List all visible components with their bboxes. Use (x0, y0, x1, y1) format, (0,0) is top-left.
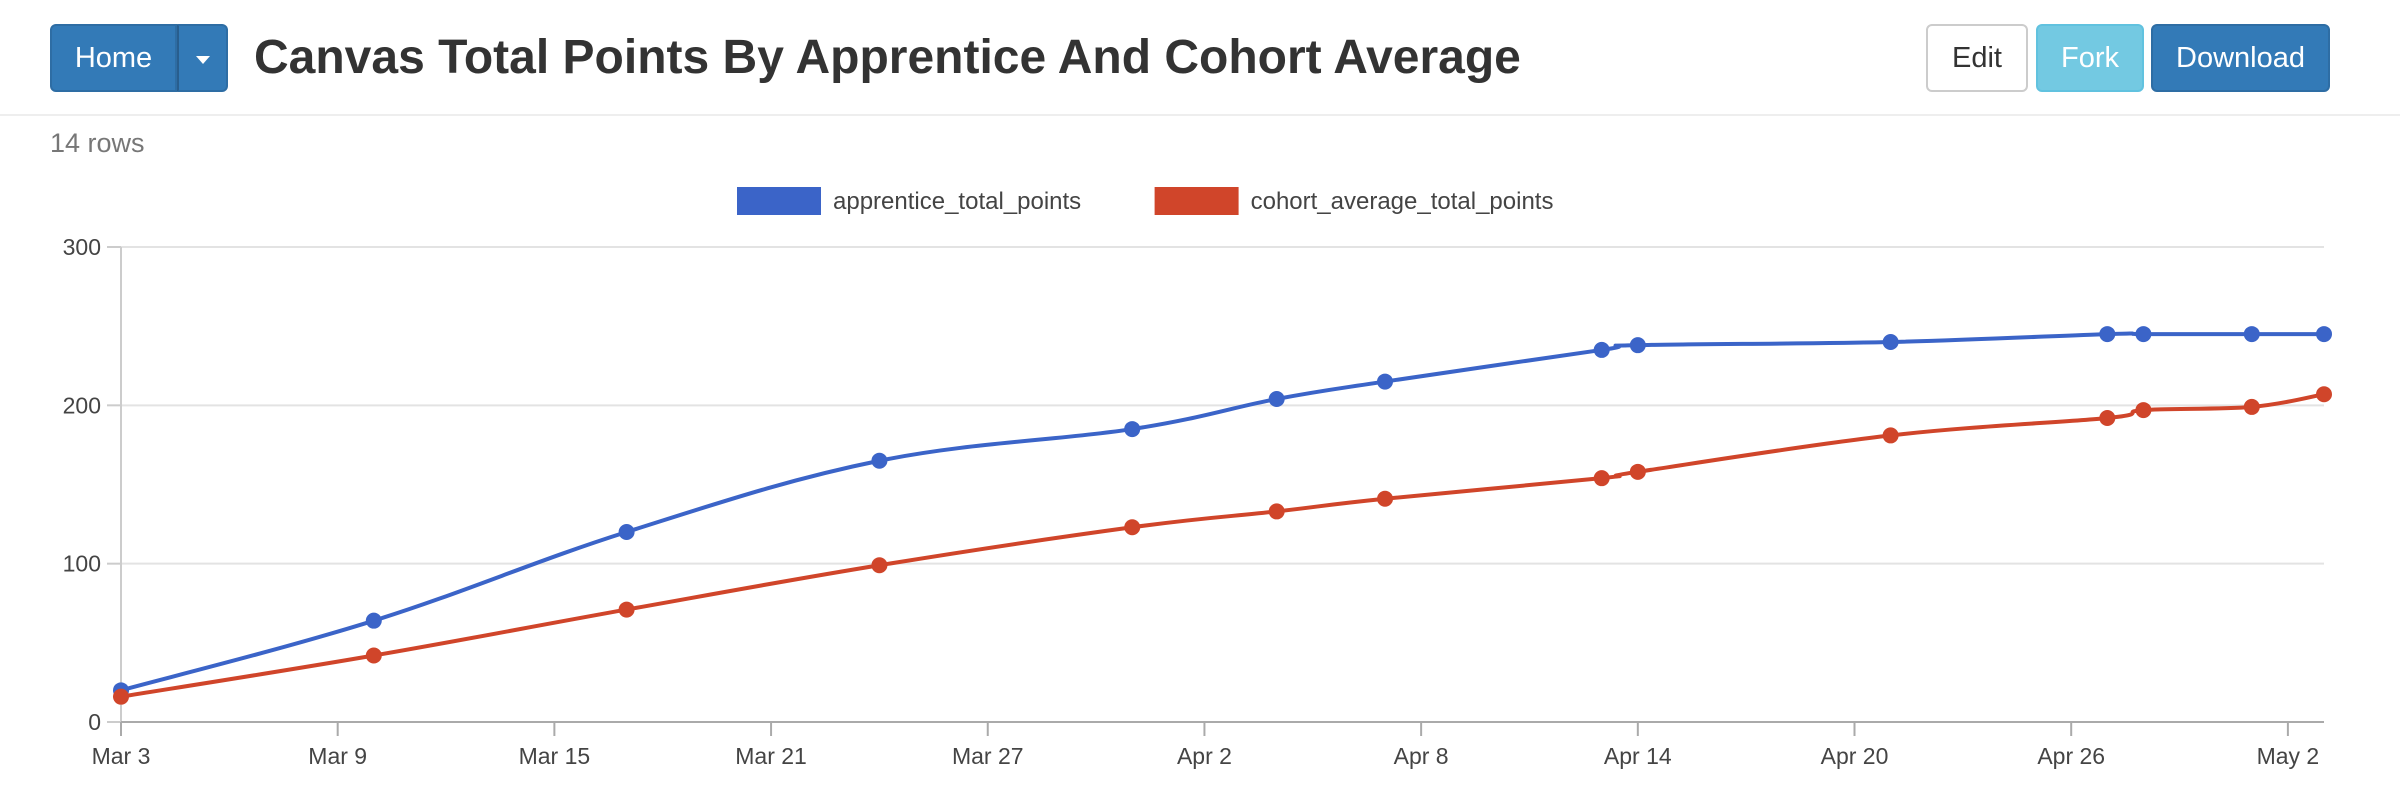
x-tick-label: Mar 27 (952, 743, 1024, 769)
data-point-cohort-average-total-points[interactable] (1593, 470, 1610, 487)
fork-button[interactable]: Fork (2036, 24, 2144, 92)
grid-lines (121, 246, 2324, 565)
data-point-cohort-average-total-points[interactable] (1882, 427, 1899, 444)
home-dropdown-toggle[interactable] (177, 24, 228, 92)
data-point-apprentice-total-points[interactable] (1124, 421, 1141, 438)
x-tick-label: Apr 8 (1394, 743, 1449, 769)
x-tick-label: Apr 26 (2037, 743, 2105, 769)
x-tick-label: May 2 (2257, 743, 2320, 769)
data-point-apprentice-total-points[interactable] (2243, 326, 2260, 343)
data-point-cohort-average-total-points[interactable] (2099, 410, 2116, 426)
data-point-apprentice-total-points[interactable] (1882, 334, 1899, 350)
data-point-cohort-average-total-points[interactable] (2135, 402, 2152, 419)
axes: 0 100 200 300 Mar 3 Mar 9 Mar 15 Mar 21 Mar 27 Ap… (63, 234, 2324, 769)
x-tick-label: Apr 14 (1604, 743, 1672, 769)
data-point-cohort-average-total-points[interactable] (113, 688, 129, 705)
data-point-cohort-average-total-points[interactable] (1268, 503, 1285, 520)
data-point-apprentice-total-points[interactable] (1629, 337, 1646, 354)
home-button[interactable]: Home (50, 24, 177, 92)
legend[interactable]: apprentice_total_points cohort_average_to… (737, 187, 1553, 215)
y-tick-label: 100 (63, 551, 101, 577)
line-chart: 0 100 200 300 Mar 3 Mar 9 Mar 15 Mar 21 Mar 27 Ap… (63, 187, 2332, 769)
data-point-apprentice-total-points[interactable] (2135, 326, 2152, 343)
y-tick-label: 200 (63, 392, 101, 418)
row-count: 14 rows (50, 128, 145, 158)
data-point-apprentice-total-points[interactable] (2316, 326, 2332, 343)
edit-button[interactable]: Edit (1926, 24, 2028, 92)
data-point-cohort-average-total-points[interactable] (871, 557, 888, 574)
data-point-apprentice-total-points[interactable] (1593, 341, 1610, 358)
x-tick-label: Mar 9 (308, 743, 367, 769)
legend-swatch[interactable] (1154, 187, 1239, 215)
x-tick-label: Apr 2 (1177, 743, 1232, 769)
legend-swatch[interactable] (737, 187, 821, 215)
legend-label[interactable]: apprentice_total_points (833, 188, 1081, 215)
data-point-apprentice-total-points[interactable] (365, 612, 382, 629)
series-lines (120, 331, 2325, 699)
header-bar: Home Canvas Total Points By Apprentice A… (0, 0, 2400, 116)
x-tick-label: Mar 15 (519, 743, 591, 769)
data-point-cohort-average-total-points[interactable] (618, 601, 635, 618)
data-point-apprentice-total-points[interactable] (2099, 326, 2116, 343)
data-point-cohort-average-total-points[interactable] (1124, 519, 1141, 536)
page-title: Canvas Total Points By Apprentice And Co… (254, 31, 1521, 84)
data-point-cohort-average-total-points[interactable] (365, 647, 382, 664)
data-point-apprentice-total-points[interactable] (618, 524, 635, 540)
legend-label[interactable]: cohort_average_total_points (1251, 188, 1554, 215)
x-tick-label: Apr 20 (1821, 743, 1889, 769)
series-line-apprentice-total-points (120, 331, 2324, 693)
data-point-cohort-average-total-points[interactable] (1629, 463, 1646, 480)
home-button-group: Home (50, 24, 228, 92)
y-tick-label: 0 (88, 709, 101, 735)
y-tick-label: 300 (63, 234, 101, 260)
series-line-cohort-average-total-points (120, 392, 2325, 699)
data-points (113, 326, 2332, 705)
data-point-cohort-average-total-points[interactable] (2243, 398, 2260, 415)
data-point-apprentice-total-points[interactable] (1377, 373, 1394, 390)
caret-down-icon (195, 56, 210, 64)
x-tick-label: Mar 21 (735, 743, 807, 769)
data-point-cohort-average-total-points[interactable] (2316, 386, 2332, 403)
data-point-apprentice-total-points[interactable] (871, 452, 888, 469)
x-tick-label: Mar 3 (92, 743, 151, 769)
download-button[interactable]: Download (2151, 24, 2330, 92)
data-point-apprentice-total-points[interactable] (1268, 391, 1285, 407)
data-point-cohort-average-total-points[interactable] (1377, 490, 1394, 507)
